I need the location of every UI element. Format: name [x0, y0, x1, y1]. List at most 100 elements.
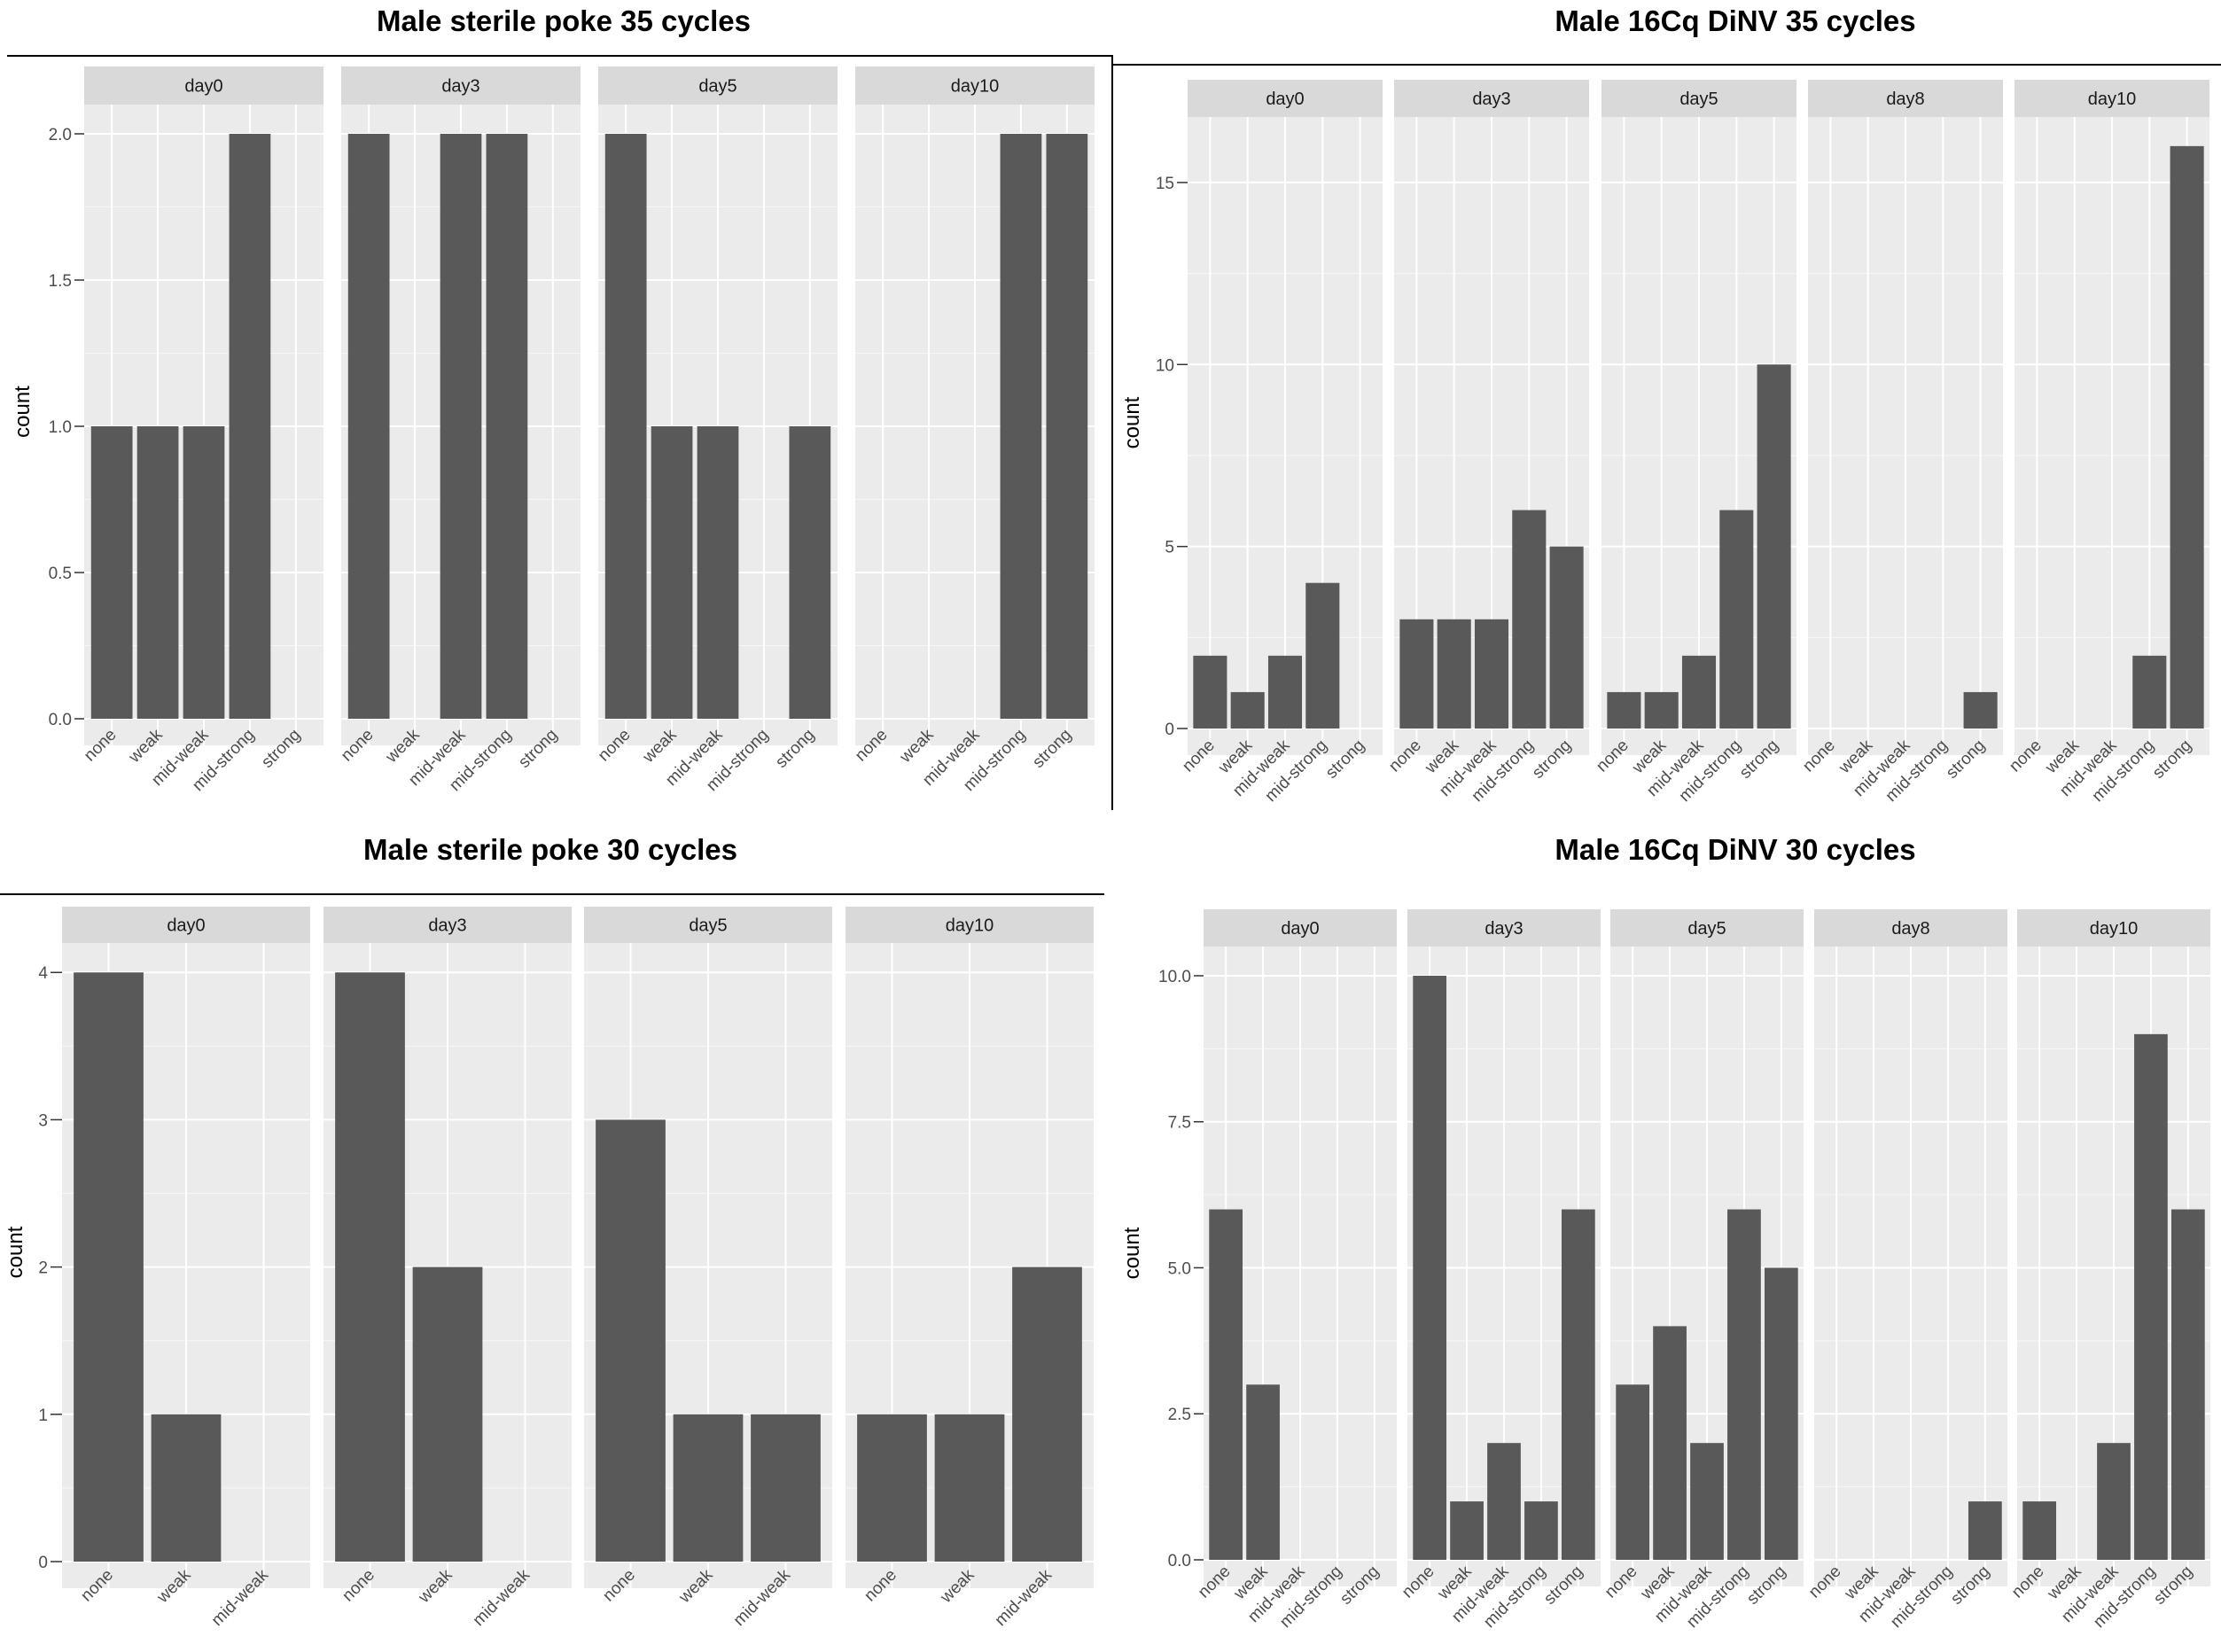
facet-label: day5: [1687, 919, 1726, 939]
facet-label: day10: [2088, 90, 2137, 109]
facet-label: day0: [184, 77, 222, 97]
bar-day10-mid-strong: [1000, 134, 1042, 719]
facet-strip: [1204, 909, 1397, 947]
facet-strip: [341, 66, 581, 105]
bar-day5-weak: [673, 1414, 744, 1562]
bar-day0-none: [1193, 655, 1227, 729]
bar-day5-none: [604, 134, 647, 719]
bar-day5-weak: [1653, 1326, 1687, 1560]
bar-day5-none: [1616, 1384, 1650, 1560]
y-tick-label: 10: [1156, 356, 1174, 375]
y-tick-label: 5.0: [1168, 1259, 1191, 1278]
bar-day3-none: [347, 134, 390, 719]
y-tick-label: 15: [1156, 175, 1174, 193]
divider-top-left: [7, 55, 1113, 57]
bar-day5-mid-strong: [1727, 1209, 1761, 1560]
bar-day10-mid-weak: [2097, 1443, 2131, 1560]
facet-strip: [1601, 80, 1796, 117]
bar-day10-none: [857, 1414, 927, 1562]
bar-day5-strong: [789, 426, 831, 719]
bar-day3-mid-weak: [1474, 619, 1509, 729]
bar-day10-none: [2022, 1501, 2057, 1560]
bar-day5-mid-strong: [1719, 510, 1754, 729]
bar-day5-none: [1607, 691, 1641, 729]
bar-day0-weak: [151, 1414, 222, 1562]
chart-title: Male 16Cq DiNV 35 cycles: [1555, 4, 1915, 37]
bar-day5-strong: [1764, 1267, 1798, 1560]
y-tick-label: 1.5: [49, 272, 72, 291]
bar-day5-weak: [1644, 691, 1679, 729]
bar-day0-none: [90, 426, 133, 719]
bar-day0-mid-strong: [1305, 582, 1340, 729]
divider-vertical-left: [1111, 55, 1113, 810]
chart-title: Male sterile poke 30 cycles: [363, 833, 737, 866]
chart-title: Male 16Cq DiNV 30 cycles: [1555, 833, 1915, 866]
facet-label: day8: [1891, 919, 1929, 939]
bar-day10-mid-weak: [1012, 1266, 1082, 1562]
bar-day10-mid-strong: [2134, 1033, 2168, 1560]
y-tick-label: 2.0: [49, 126, 72, 144]
y-tick-label: 1: [38, 1407, 48, 1425]
bar-day10-strong: [1046, 134, 1088, 719]
y-tick-label: 2: [38, 1259, 48, 1278]
facet-strip: [2014, 80, 2209, 117]
facet-strip: [598, 66, 838, 105]
y-tick-label: 0: [1165, 721, 1174, 739]
y-axis-label: count: [11, 386, 35, 438]
facet-label: day10: [946, 916, 994, 936]
facet-label: day3: [1472, 90, 1510, 109]
y-axis-label: count: [1120, 1227, 1144, 1279]
facet-label: day10: [951, 77, 1000, 97]
facet-strip: [846, 907, 1094, 943]
facet-label: day0: [1281, 919, 1319, 939]
bar-day0-weak: [136, 426, 179, 719]
y-tick-label: 0: [38, 1554, 48, 1572]
bar-day3-mid-strong: [1512, 510, 1547, 729]
bar-day3-none: [335, 972, 405, 1562]
bar-day5-mid-weak: [697, 426, 739, 719]
bar-day8-strong: [1968, 1501, 2002, 1560]
bar-day8-strong: [1963, 691, 1998, 729]
facet-strip: [1407, 909, 1601, 947]
bar-day5-none: [596, 1119, 666, 1562]
bar-day3-weak: [1437, 619, 1471, 729]
bar-day0-mid-strong: [229, 134, 271, 719]
facet-strip: [1394, 80, 1589, 117]
bar-day3-mid-strong: [486, 134, 528, 719]
y-tick-label: 7.5: [1168, 1114, 1191, 1133]
bar-day3-weak: [412, 1266, 483, 1562]
bar-day10-weak: [934, 1414, 1005, 1562]
bar-day3-mid-weak: [440, 134, 482, 719]
bar-day10-mid-strong: [2132, 655, 2167, 729]
bar-day3-mid-weak: [1487, 1443, 1521, 1560]
bar-day3-none: [1413, 975, 1447, 1560]
facet-strip: [2017, 909, 2210, 947]
bar-day5-mid-weak: [1690, 1443, 1724, 1560]
y-tick-label: 5: [1165, 539, 1174, 557]
y-tick-label: 1.0: [49, 418, 72, 437]
divider-bottom-left: [0, 893, 1104, 895]
chart-title: Male sterile poke 35 cycles: [377, 4, 751, 37]
y-tick-label: 0.5: [49, 565, 72, 583]
facet-strip: [62, 907, 310, 943]
facet-strip: [855, 66, 1095, 105]
bar-day3-weak: [1450, 1501, 1484, 1560]
facet-label: day3: [428, 916, 466, 936]
facet-strip: [1808, 80, 2003, 117]
bar-day5-mid-weak: [751, 1414, 821, 1562]
y-tick-label: 4: [38, 964, 48, 983]
bar-day0-mid-weak: [183, 426, 225, 719]
facet-label: day5: [689, 916, 727, 936]
facet-label: day8: [1886, 90, 1924, 109]
bar-day5-strong: [1757, 364, 1791, 729]
bar-day0-weak: [1230, 691, 1265, 729]
facet-label: day5: [1679, 90, 1718, 109]
facet-label: day0: [1266, 90, 1304, 109]
bar-day10-strong: [2170, 1209, 2205, 1560]
bar-day5-weak: [651, 426, 693, 719]
bar-day0-mid-weak: [1267, 655, 1303, 729]
bar-day3-strong: [1549, 546, 1584, 729]
y-tick-label: 10.0: [1158, 968, 1191, 986]
y-axis-label: count: [4, 1226, 27, 1278]
bar-day10-strong: [2170, 145, 2204, 729]
